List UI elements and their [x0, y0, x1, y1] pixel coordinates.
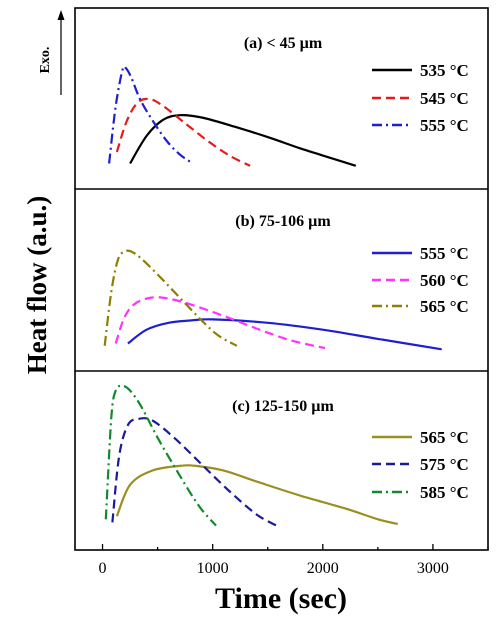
exo-label: Exo.: [38, 47, 53, 74]
panel-title: (a) < 45 µm: [244, 35, 323, 52]
series-line: [127, 318, 442, 351]
series-line: [103, 249, 238, 347]
y-axis-label: Heat flow (a.u.): [22, 196, 52, 374]
panel-b: (b) 75-106 µm 555 °C 560 °C 565 °C: [103, 213, 469, 351]
legend-label: 565 °C: [420, 297, 469, 316]
legend-label: 535 °C: [420, 61, 469, 80]
legend-label: 555 °C: [420, 244, 469, 263]
panel-title: (b) 75-106 µm: [235, 213, 331, 230]
series-line: [129, 114, 357, 167]
legend-label: 565 °C: [420, 428, 469, 447]
x-tick-label: 2000: [307, 560, 339, 577]
series-line: [111, 417, 278, 527]
exo-arrow-head: [57, 10, 65, 20]
series-line: [104, 384, 217, 527]
x-tick-label: 0: [99, 560, 107, 577]
series-line: [108, 65, 194, 165]
panel-a: (a) < 45 µm 535 °C 545 °C 555 °C: [108, 35, 469, 167]
legend-label: 575 °C: [420, 455, 469, 474]
x-tick-label: 3000: [417, 560, 449, 577]
series-line: [115, 464, 398, 526]
series-line: [114, 296, 326, 350]
x-tick-label: 1000: [197, 560, 229, 577]
plot-frame: [74, 7, 489, 551]
legend-label: 555 °C: [420, 116, 469, 135]
legend-label: 545 °C: [420, 89, 469, 108]
x-axis-label: Time (sec): [215, 582, 347, 615]
panel-c: (c) 125-150 µm 565 °C 575 °C 585 °C: [104, 384, 469, 527]
panel-title: (c) 125-150 µm: [232, 398, 334, 415]
legend-label: 560 °C: [420, 271, 469, 290]
legend-label: 585 °C: [420, 483, 469, 502]
series-line: [115, 97, 251, 167]
